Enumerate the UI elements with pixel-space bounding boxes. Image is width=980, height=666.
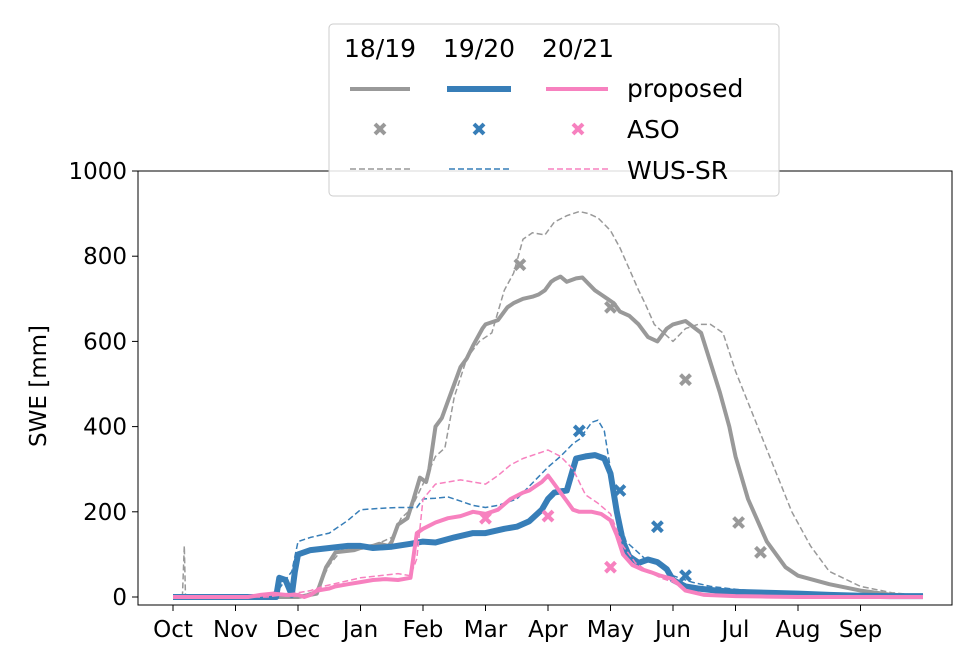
x-tick-label-oct: Oct [153,617,193,643]
x-tick-label-aug: Aug [776,617,821,643]
legend-marker-1920-aso [472,122,486,136]
series-layer [173,210,924,600]
x-tick-label-dec: Dec [276,617,321,643]
x-axis: Oct Nov Dec Jan Feb Mar Apr May Jun Jul Aug Sep [153,605,882,643]
x-tick-label-may: May [587,617,635,643]
y-tick-label: 0 [112,585,127,611]
x-tick-label-nov: Nov [213,617,258,643]
legend: 18/19 19/20 20/21 proposed ASO WUS-SR [328,23,780,197]
series-line-1819-proposed [173,274,924,599]
legend-marker-2021-aso [571,122,585,136]
aso-marker-layer [479,258,767,583]
aso-marker-1920 [679,569,692,583]
legend-label-aso: ASO [627,115,680,144]
legend-label-wussr: WUS-SR [627,156,728,185]
legend-header-2021: 20/21 [542,34,614,63]
aso-marker-1920 [613,484,627,497]
x-tick-label-apr: Apr [528,617,568,643]
series-line-2021-wus-sr [173,449,923,598]
x-tick-label-sep: Sep [839,617,882,643]
legend-frame [328,23,780,197]
aso-marker-2021 [604,560,617,574]
y-axis-label: SWE [mm] [26,325,52,447]
y-tick-label: 800 [83,244,127,270]
legend-header-1819: 18/19 [344,34,416,63]
series-line-1920-wus-sr [173,419,923,598]
x-tick-label-jul: Jul [720,617,750,643]
plot-frame [137,170,953,606]
y-axis: 0 200 400 600 800 1000 [68,159,138,611]
x-tick-label-jan: Jan [341,617,378,643]
y-tick-label: 1000 [68,159,127,185]
aso-marker-1920 [650,520,664,534]
aso-marker-2021 [479,511,492,525]
series-line-1819-wus-sr [173,210,924,598]
aso-marker-1819 [679,373,692,387]
y-tick-label: 400 [83,415,127,441]
aso-marker-1819 [604,300,617,314]
aso-marker-1819 [732,516,746,529]
y-tick-label: 200 [83,500,127,526]
series-line-1920-proposed [173,452,923,600]
legend-marker-1819-aso [373,122,387,136]
legend-header-1920: 19/20 [443,34,515,63]
y-tick-label: 600 [83,329,127,355]
aso-marker-2021 [541,509,555,523]
aso-marker-1819 [754,545,767,559]
aso-marker-1819 [513,258,527,272]
x-tick-label-mar: Mar [464,617,508,643]
x-tick-label-jun: Jun [653,617,691,643]
x-tick-label-feb: Feb [403,617,444,643]
aso-marker-1920 [572,424,586,438]
legend-label-proposed: proposed [627,74,743,103]
